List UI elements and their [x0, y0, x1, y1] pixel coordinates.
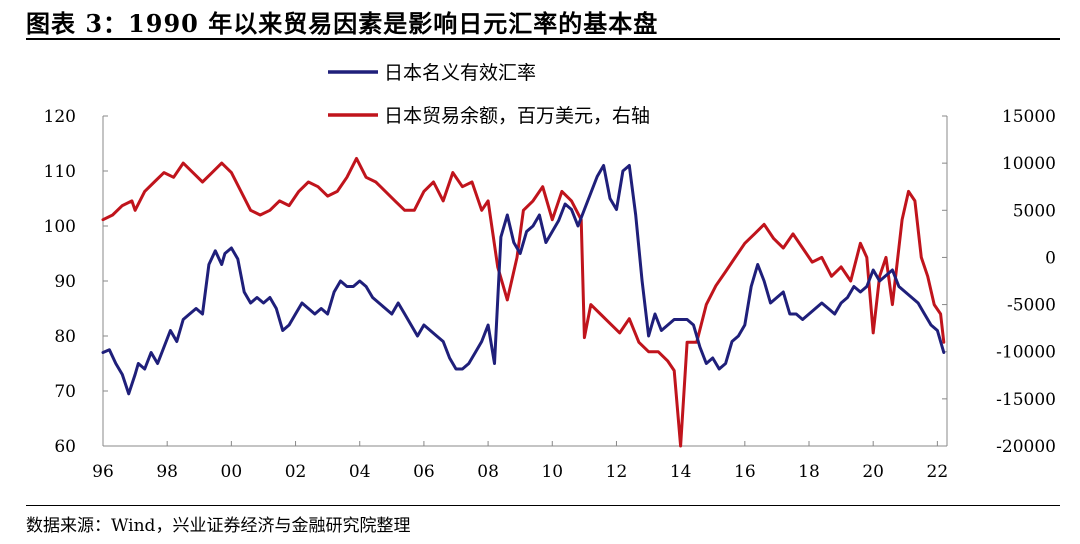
chart-series	[101, 156, 946, 448]
x-axis-tick-label: 04	[349, 462, 371, 482]
chart: 60708090100110120-20000-15000-10000-5000…	[44, 62, 1056, 482]
right-axis-tick-label: -20000	[996, 437, 1056, 457]
x-axis-tick-label: 08	[477, 462, 499, 482]
x-axis-tick-label: 12	[606, 462, 628, 482]
series-line-trade-balance	[101, 156, 946, 448]
right-axis-tick-label: -15000	[996, 390, 1056, 410]
right-axis-tick-label: 15000	[1002, 107, 1056, 127]
x-axis-tick-label: 96	[92, 462, 114, 482]
right-axis-tick-label: 10000	[1002, 154, 1056, 174]
x-axis-tick-label: 18	[798, 462, 820, 482]
series-line-nominal-effective-exchange-rate	[101, 164, 946, 396]
chart-axes: 60708090100110120-20000-15000-10000-5000…	[44, 107, 1056, 482]
right-axis-tick-label: -5000	[1007, 296, 1056, 316]
legend-label-trade-balance: 日本贸易余额，百万美元，右轴	[384, 105, 650, 127]
left-axis-tick-label: 120	[44, 107, 76, 127]
source-note: 数据来源：Wind，兴业证券经济与金融研究院整理	[26, 516, 411, 536]
figure-title: 图表 3：1990 年以来贸易因素是影响日元汇率的基本盘	[26, 9, 659, 38]
legend-label-exchange-rate: 日本名义有效汇率	[384, 62, 536, 84]
left-axis-tick-label: 110	[44, 162, 76, 182]
right-axis-tick-label: 5000	[1013, 201, 1056, 221]
left-axis-tick-label: 100	[44, 217, 76, 237]
x-axis-tick-label: 16	[734, 462, 756, 482]
title-divider	[26, 38, 1060, 40]
source-divider	[26, 505, 1060, 506]
x-axis-tick-label: 22	[927, 462, 949, 482]
left-axis-tick-label: 80	[54, 327, 76, 347]
left-axis-tick-label: 70	[54, 382, 76, 402]
x-axis-tick-label: 20	[862, 462, 884, 482]
x-axis-tick-label: 06	[413, 462, 435, 482]
x-axis-tick-label: 14	[670, 462, 692, 482]
right-axis-tick-label: 0	[1045, 248, 1056, 268]
x-axis-tick-label: 98	[156, 462, 178, 482]
left-axis-tick-label: 90	[54, 272, 76, 292]
x-axis-tick-label: 10	[541, 462, 563, 482]
left-axis-tick-label: 60	[54, 437, 76, 457]
right-axis-tick-label: -10000	[996, 343, 1056, 363]
x-axis-tick-label: 02	[285, 462, 307, 482]
x-axis-tick-label: 00	[221, 462, 243, 482]
